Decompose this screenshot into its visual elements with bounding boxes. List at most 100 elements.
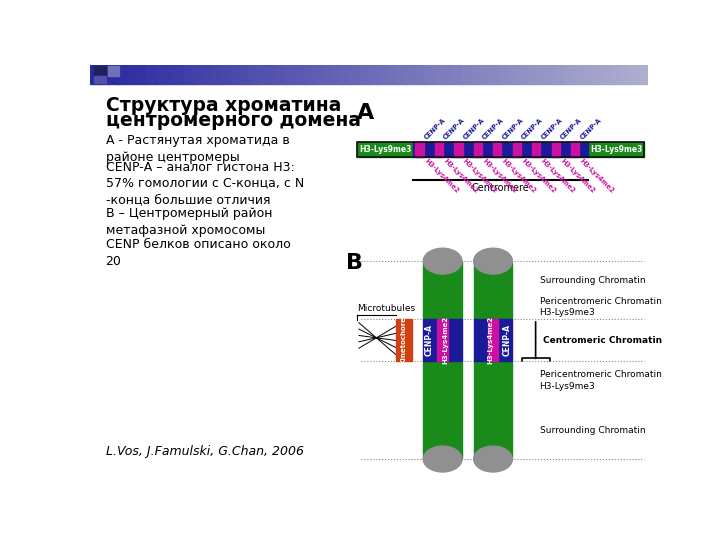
Bar (472, 142, 491, 157)
Bar (491, 142, 510, 157)
Text: CENP белков описано около
20: CENP белков описано около 20 (106, 238, 290, 268)
Bar (220, 65, 230, 84)
Bar (341, 65, 351, 84)
Bar (239, 65, 249, 84)
Text: центромерного домена: центромерного домена (106, 111, 361, 130)
Bar (109, 65, 119, 84)
Bar (423, 319, 462, 361)
Bar (360, 65, 370, 84)
Bar (593, 65, 602, 84)
Bar (518, 65, 528, 84)
Bar (530, 142, 549, 157)
Ellipse shape (474, 248, 513, 274)
Bar (552, 142, 560, 157)
Bar (454, 142, 462, 157)
Text: H3-Lys4me2: H3-Lys4me2 (442, 158, 479, 194)
Bar (99, 65, 109, 84)
Bar (423, 361, 462, 459)
Text: CENP-A: CENP-A (424, 324, 433, 356)
Bar (611, 65, 621, 84)
Text: Pericentromeric Chromatin
H3-Lys9me3: Pericentromeric Chromatin H3-Lys9me3 (539, 298, 662, 318)
Bar (202, 65, 212, 84)
Text: H3-Lys4me2: H3-Lys4me2 (487, 316, 493, 364)
Bar (397, 65, 407, 84)
Ellipse shape (423, 248, 462, 274)
Bar (357, 142, 644, 157)
Text: Структура хроматина: Структура хроматина (106, 96, 341, 114)
Text: В – Центромерный район
метафазной хромосомы: В – Центромерный район метафазной хромос… (106, 207, 272, 237)
Text: H3-Lys4me2: H3-Lys4me2 (500, 158, 537, 194)
Bar (629, 65, 639, 84)
Text: 57% гомологии с С-конца, с N
-конца большие отличия: 57% гомологии с С-конца, с N -конца боль… (106, 177, 304, 206)
Bar (294, 65, 305, 84)
Text: H3-Lys9me3: H3-Lys9me3 (590, 145, 642, 154)
Bar (387, 65, 397, 84)
Bar (601, 65, 611, 84)
Bar (444, 65, 454, 84)
Text: CENP-A: CENP-A (500, 117, 525, 141)
Bar (462, 65, 472, 84)
Bar (437, 319, 448, 361)
Bar (323, 65, 333, 84)
Text: CENP-A: CENP-A (462, 117, 485, 141)
Bar (571, 142, 580, 157)
Bar (211, 65, 221, 84)
Bar (406, 65, 416, 84)
Text: H3-Lys4me2: H3-Lys4me2 (423, 158, 459, 194)
Bar (583, 65, 593, 84)
Text: B: B (346, 253, 363, 273)
Bar (487, 319, 498, 361)
Bar (378, 65, 388, 84)
Bar (332, 65, 342, 84)
Text: CENP-A: CENP-A (540, 117, 564, 141)
Bar (569, 142, 588, 157)
Bar (118, 65, 128, 84)
Bar (474, 142, 482, 157)
Text: Centromeric Chromatin: Centromeric Chromatin (544, 336, 662, 345)
Bar (510, 142, 530, 157)
Bar (493, 142, 501, 157)
Bar (230, 65, 240, 84)
Ellipse shape (474, 446, 513, 472)
Text: Centromere: Centromere (472, 183, 530, 193)
Bar (94, 65, 107, 76)
Bar (549, 142, 569, 157)
Bar (94, 76, 107, 83)
Text: Surrounding Chromatin: Surrounding Chromatin (539, 276, 645, 285)
Text: CENP-А – аналог гистона Н3:: CENP-А – аналог гистона Н3: (106, 161, 294, 174)
Bar (145, 65, 156, 84)
Text: Pericentromeric Chromatin
H3-Lys9me3: Pericentromeric Chromatin H3-Lys9me3 (539, 370, 662, 390)
Bar (415, 142, 423, 157)
Bar (357, 142, 413, 157)
Text: CENP-A: CENP-A (481, 117, 505, 141)
Ellipse shape (423, 446, 462, 472)
Text: Microtubules: Microtubules (357, 303, 415, 313)
Text: CENP-A: CENP-A (423, 117, 446, 141)
Bar (435, 142, 443, 157)
Text: CENP-A: CENP-A (503, 324, 511, 356)
Bar (588, 142, 644, 157)
Bar (536, 65, 546, 84)
Text: Surrounding Chromatin: Surrounding Chromatin (539, 426, 645, 435)
Bar (452, 142, 472, 157)
Bar (423, 261, 462, 319)
Bar (304, 65, 314, 84)
Bar (513, 142, 521, 157)
Text: H3-Lys4me2: H3-Lys4me2 (521, 158, 557, 194)
Bar (453, 65, 463, 84)
Bar (276, 65, 286, 84)
Text: A: A (357, 103, 374, 123)
Bar (266, 65, 276, 84)
Bar (192, 65, 202, 84)
Bar (574, 65, 584, 84)
Text: CENP-A: CENP-A (521, 117, 544, 141)
Text: H3-Lys4me2: H3-Lys4me2 (540, 158, 576, 194)
Text: CENP-A: CENP-A (559, 117, 583, 141)
Bar (174, 65, 184, 84)
Bar (396, 319, 412, 361)
Bar (481, 65, 490, 84)
Text: CENP-A: CENP-A (442, 117, 466, 141)
Text: H3-Lys4me2: H3-Lys4me2 (443, 316, 449, 364)
Bar (490, 65, 500, 84)
Bar (472, 65, 482, 84)
